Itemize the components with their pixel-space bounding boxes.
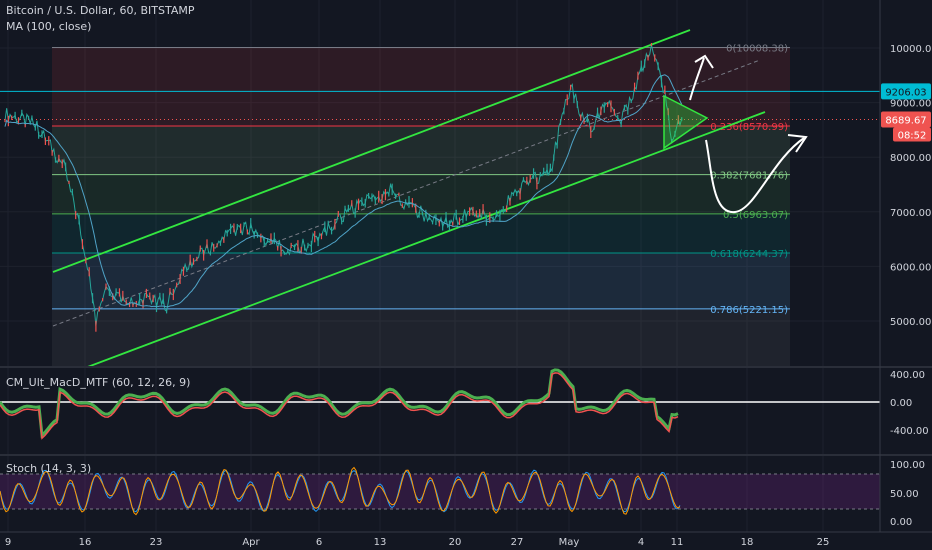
countdown-text: 08:52 <box>898 131 927 142</box>
time-tick-label: 9 <box>5 537 11 548</box>
price-tick-label: 8000.00 <box>890 153 931 164</box>
time-tick-label: 25 <box>817 537 830 548</box>
macd-line <box>0 368 679 439</box>
price-tick-label: 10000.00 <box>890 44 932 55</box>
fib-band <box>52 126 790 175</box>
price-tick-label: 6000.00 <box>890 262 931 273</box>
fibonacci-retracement: 0(10008.38) 0.236(8570.99) 0.382(7681.76) 0… <box>0 44 880 366</box>
fib-level-label: 0.236(8570.99) <box>710 122 788 133</box>
ma-indicator-label[interactable]: MA (100, close) <box>6 20 92 33</box>
macd-tick-label: 400.00 <box>890 370 925 381</box>
trend-channel <box>52 29 766 366</box>
grid-lines <box>0 0 880 532</box>
time-axis[interactable]: 9 16 23 Apr 6 13 20 27 May 4 11 18 25 <box>5 537 830 548</box>
time-tick-label: 4 <box>638 537 644 548</box>
fib-level-label: 0.786(5221.15) <box>710 305 788 316</box>
macd-tick-label: -400.00 <box>890 426 929 437</box>
triangle-pattern <box>663 94 709 150</box>
price-tick-label: 7000.00 <box>890 208 931 219</box>
bullish-arrow <box>689 57 705 101</box>
time-tick-label: 16 <box>79 537 92 548</box>
time-tick-label: 13 <box>374 537 387 548</box>
bearish-path-arrow <box>705 137 805 214</box>
macd-indicator-label[interactable]: CM_Ult_MacD_MTF (60, 12, 26, 9) <box>6 376 191 389</box>
channel-upper-line <box>52 29 691 273</box>
time-tick-label: Apr <box>242 537 260 548</box>
time-tick-label: 27 <box>511 537 524 548</box>
fib-band <box>52 213 790 254</box>
time-tick-label: 23 <box>150 537 163 548</box>
fib-band <box>52 308 790 366</box>
time-tick-label: 20 <box>449 537 462 548</box>
horizontal-line-price-tag <box>881 83 931 100</box>
fib-band <box>52 47 790 127</box>
time-tick-label: 6 <box>316 537 322 548</box>
fib-level-label: 0.5(6963.07) <box>723 210 788 221</box>
time-tick-label: May <box>559 537 580 548</box>
macd-signal-line <box>0 372 679 440</box>
stoch-tick-label: 0.00 <box>890 517 912 528</box>
countdown-tag <box>893 127 931 142</box>
last-price-tag-text: 8689.67 <box>885 116 926 127</box>
bullish-arrow-head <box>694 54 714 69</box>
bearish-path-arrow-head <box>787 134 808 153</box>
stoch-tick-label: 100.00 <box>890 460 925 471</box>
chart-title: Bitcoin / U.S. Dollar, 60, BITSTAMP <box>6 4 195 17</box>
moving-average-line <box>4 74 683 308</box>
stoch-d-line <box>0 466 681 516</box>
channel-lower-line <box>87 111 766 366</box>
fib-level-label: 0.618(6244.37) <box>710 249 788 260</box>
fib-band <box>52 253 790 309</box>
price-line <box>4 44 683 327</box>
macd-pane: 400.00 0.00 -400.00 <box>0 368 929 440</box>
price-tick-label: 5000.00 <box>890 317 931 328</box>
price-series <box>4 42 683 332</box>
horizontal-line-price-tag-text: 9206.03 <box>885 87 926 98</box>
stoch-tick-label: 50.00 <box>890 489 919 500</box>
last-price-tag <box>881 111 931 128</box>
annotations <box>663 54 808 214</box>
stoch-pane: 100.00 50.00 0.00 <box>0 460 925 528</box>
stoch-indicator-label[interactable]: Stoch (14, 3, 3) <box>6 462 92 475</box>
time-tick-label: 18 <box>741 537 754 548</box>
macd-tick-label: 0.00 <box>890 398 912 409</box>
fib-level-label: 0(10008.38) <box>726 44 788 55</box>
price-tick-label: 9000.00 <box>890 99 931 110</box>
fib-level-label: 0.382(7681.76) <box>710 171 788 182</box>
price-axis[interactable]: 10000.00 9000.00 8000.00 7000.00 6000.00 5000… <box>881 44 932 328</box>
time-tick-label: 11 <box>671 537 684 548</box>
